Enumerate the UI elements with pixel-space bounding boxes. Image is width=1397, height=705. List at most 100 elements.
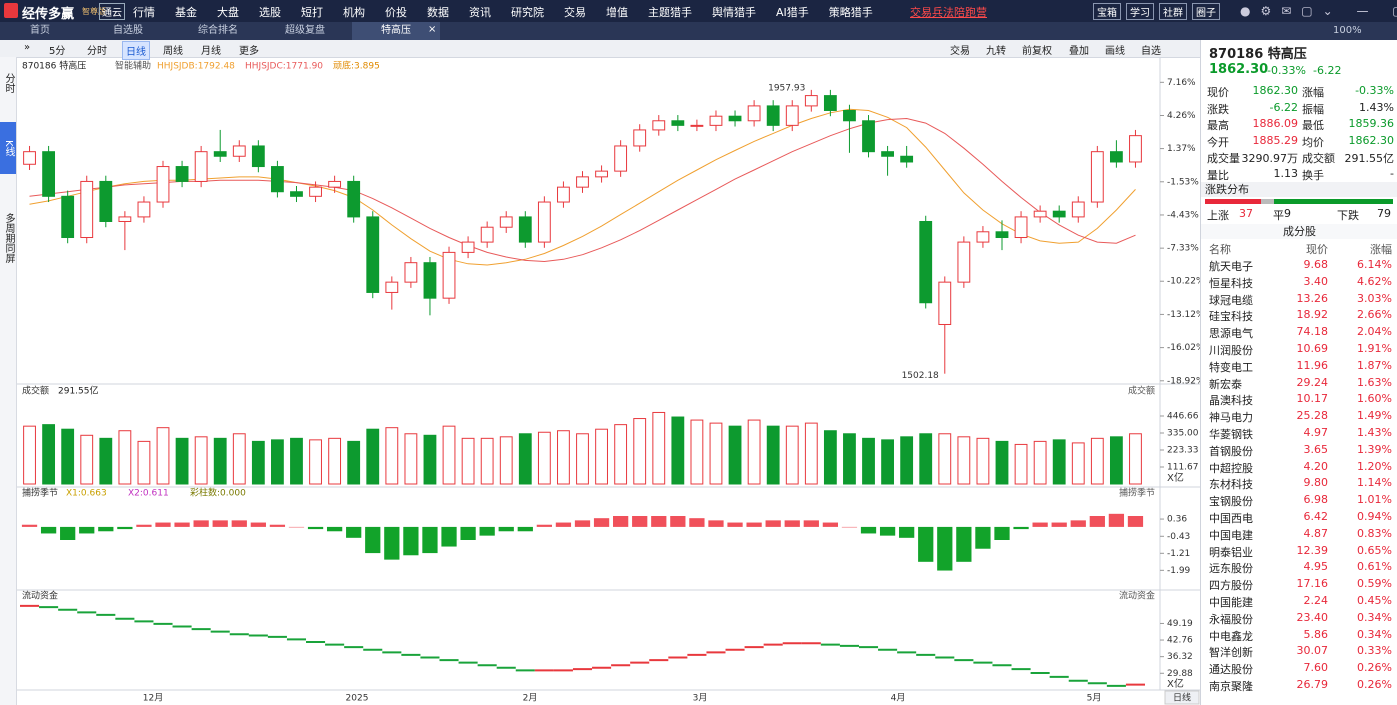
y-tick-label: 0.36 (1167, 515, 1187, 525)
menu-item[interactable]: 主题猎手 (648, 6, 692, 19)
top-button[interactable]: 圈子 (1192, 3, 1220, 20)
menu-item[interactable]: 数据 (427, 6, 449, 19)
period-button[interactable]: 5分 (49, 46, 66, 57)
tab[interactable]: 超级复盘 (285, 25, 325, 36)
tool-button[interactable]: 前复权 (1022, 46, 1052, 57)
stock-name[interactable]: 中国能建 (1209, 596, 1253, 609)
stock-name[interactable]: 中电鑫龙 (1209, 629, 1253, 643)
macd-bar (746, 522, 762, 527)
zoom: 100% (1333, 25, 1362, 36)
menu-item[interactable]: 交易 (564, 6, 586, 19)
stock-name[interactable]: 川润股份 (1209, 344, 1253, 357)
field-label: 量比 (1207, 168, 1229, 182)
tab-bar: 首页 自选股 综合排名 超级复盘 特高压 × 100% (0, 22, 1397, 40)
logo: 经传多赢 (22, 7, 75, 22)
stock-name[interactable]: 航天电子 (1209, 260, 1253, 273)
menu-item[interactable]: 增值 (606, 6, 628, 19)
stock-value: 1.49% (1357, 409, 1392, 423)
volume-bar (881, 439, 894, 485)
tab[interactable]: 首页 (30, 25, 50, 36)
tab[interactable]: 特高压 (352, 22, 440, 40)
side-tab[interactable]: 分时 (3, 73, 14, 93)
macd-bar (117, 526, 133, 530)
chart-title: 870186 特高压 (22, 60, 86, 72)
menu-item[interactable]: 行情 (133, 6, 155, 19)
menu-item[interactable]: 大盘 (217, 6, 239, 19)
stock-name[interactable]: 新宏泰 (1209, 377, 1242, 391)
tool-button[interactable]: 自选 (1141, 46, 1161, 57)
stock-name[interactable]: 球冠电缆 (1209, 293, 1253, 307)
macd-bar (765, 520, 781, 527)
stock-name[interactable]: 中超控股 (1209, 461, 1253, 475)
menu-item[interactable]: 基金 (175, 6, 197, 19)
period-button[interactable]: 日线 (122, 41, 150, 60)
menu-item[interactable]: 资讯 (469, 6, 491, 19)
candle-body (42, 151, 56, 197)
stock-name[interactable]: 华菱钢铁 (1209, 428, 1253, 441)
stock-name[interactable]: 特变电工 (1209, 360, 1253, 374)
stock-name[interactable]: 永福股份 (1209, 612, 1253, 626)
tool-button[interactable]: 画线 (1105, 46, 1125, 57)
menu-item[interactable]: 机构 (343, 6, 365, 19)
tool-button[interactable]: 交易 (950, 46, 970, 57)
promo[interactable]: 交易兵法陪跑营 (910, 6, 987, 19)
top-button[interactable]: 学习 (1126, 3, 1154, 20)
tool-button[interactable]: 九转 (986, 46, 1006, 57)
tool-button[interactable]: 叠加 (1069, 46, 1089, 57)
candle-body (480, 226, 494, 243)
stock-name[interactable]: 晶澳科技 (1209, 394, 1253, 408)
top-buttons: 宝箱 学习 社群 圈子 (1093, 3, 1220, 20)
stock-name[interactable]: 东材科技 (1209, 478, 1253, 492)
stock-name[interactable]: 宝钢股份 (1209, 495, 1253, 509)
volume-bar (499, 436, 513, 485)
unit-label: X亿 (1167, 677, 1184, 690)
menu-item[interactable]: 研究院 (511, 6, 544, 19)
volume-bar (118, 430, 132, 485)
change: -6.22 (1313, 64, 1342, 77)
macd-bar (841, 526, 858, 528)
period-button[interactable]: 更多 (239, 46, 259, 57)
macd-bar (136, 524, 152, 527)
stock-name[interactable]: 四方股份 (1209, 579, 1253, 593)
tab[interactable]: 自选股 (113, 25, 143, 36)
candle-body (194, 151, 208, 182)
period-button[interactable]: 月线 (201, 46, 221, 57)
side-tab[interactable]: 多周期同屏 (3, 213, 14, 263)
stock-name[interactable]: 远东股份 (1209, 562, 1253, 576)
y-tick-label: 111.67 (1167, 463, 1199, 473)
side-tab[interactable]: K线 (0, 122, 16, 174)
top-button[interactable]: 宝箱 (1093, 3, 1121, 20)
tab[interactable]: 综合排名 (198, 25, 238, 36)
stock-name[interactable]: 中国电建 (1209, 528, 1253, 542)
candle-body (404, 262, 418, 283)
stock-name[interactable]: 硅宝科技 (1209, 310, 1253, 324)
stock-value: 3.40 (1303, 274, 1329, 288)
y-tick-label: -10.22% (1167, 277, 1200, 287)
tab-close[interactable]: × (428, 24, 437, 35)
menu-item[interactable]: 短打 (301, 6, 323, 19)
column-header: 现价 (1306, 243, 1328, 256)
stock-name[interactable]: 首钢股份 (1209, 444, 1253, 458)
stock-name[interactable]: 明泰铝业 (1209, 545, 1253, 559)
top-button[interactable]: 社群 (1159, 3, 1187, 20)
dist-bar (1205, 199, 1261, 204)
stock-name[interactable]: 南京聚隆 (1209, 680, 1253, 693)
stock-name[interactable]: 中国西电 (1209, 512, 1253, 525)
menu-item[interactable]: 策略猎手 (828, 6, 873, 19)
stock-name[interactable]: 神马电力 (1209, 411, 1253, 425)
stock-value: 0.94% (1357, 510, 1392, 523)
macd-bar (79, 526, 95, 534)
stock-value: 1.01% (1357, 493, 1392, 507)
stock-name[interactable]: 通达股份 (1209, 663, 1253, 677)
menu-item[interactable]: 舆情猎手 (712, 6, 756, 19)
stock-name[interactable]: 智洋创新 (1209, 646, 1253, 660)
menu-item[interactable]: AI猎手 (776, 6, 809, 19)
period-button[interactable]: 分时 (87, 46, 107, 57)
stock-name[interactable]: 恒星科技 (1209, 276, 1253, 290)
stock-name[interactable]: 思源电气 (1209, 327, 1253, 341)
macd-bar (365, 526, 381, 554)
period-button[interactable]: 周线 (163, 46, 183, 57)
menu-item[interactable]: 选股 (259, 6, 281, 19)
menu-item[interactable]: 价投 (385, 6, 407, 19)
stock-value: 4.97 (1303, 426, 1329, 439)
